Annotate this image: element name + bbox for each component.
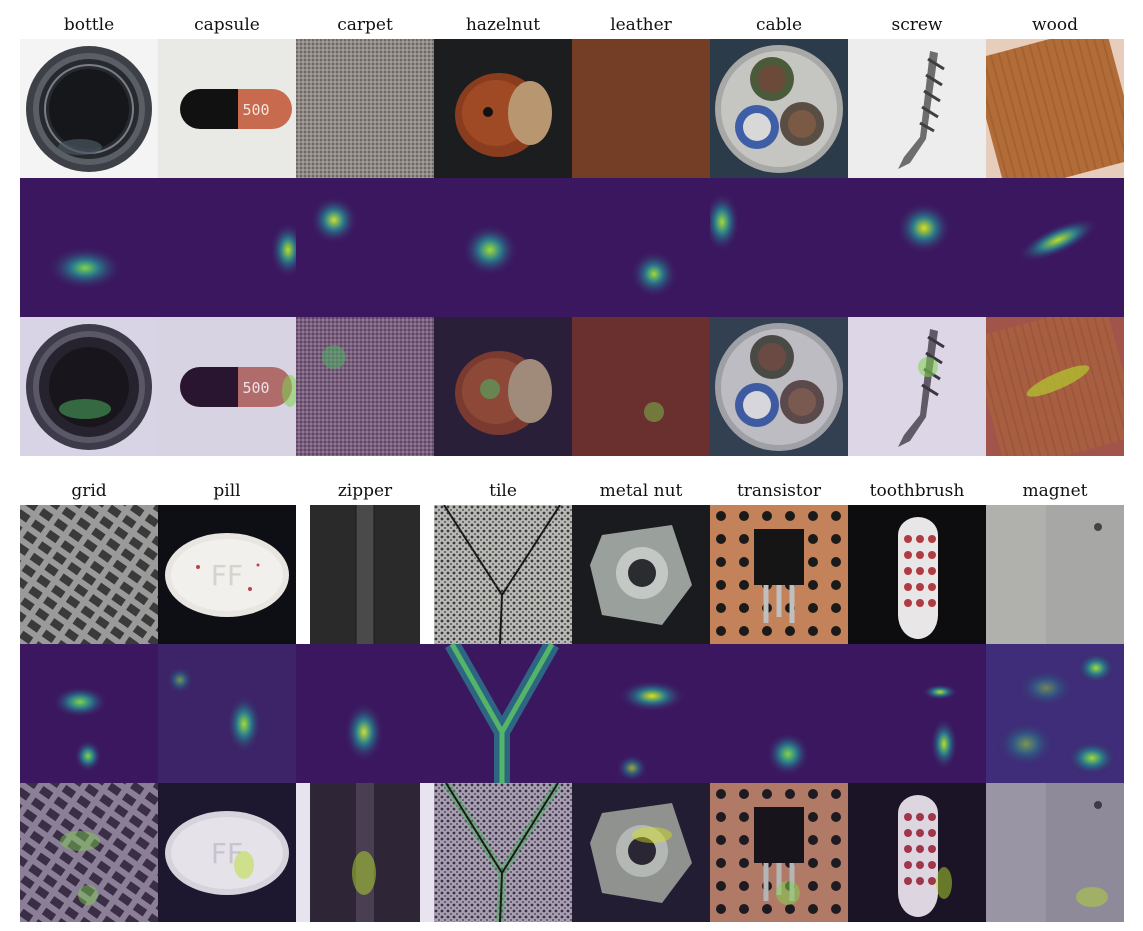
toothbrush-overlay — [848, 783, 986, 922]
input-row-top: 500 — [20, 39, 1124, 178]
label-tile: tile — [489, 481, 517, 501]
tile-heatmap — [434, 644, 572, 783]
grid-input-image — [20, 505, 158, 644]
zipper-heatmap — [296, 644, 434, 783]
hazelnut-input-image — [434, 39, 572, 178]
metal-nut-heatmap — [572, 644, 710, 783]
screw-input-image — [848, 39, 986, 178]
label-leather: leather — [610, 15, 672, 35]
cable-input-image — [710, 39, 848, 178]
label-toothbrush: toothbrush — [869, 481, 965, 501]
label-cable: cable — [755, 15, 803, 35]
label-hazelnut: hazelnut — [465, 15, 541, 35]
transistor-overlay — [710, 783, 848, 922]
pill-input-image: FF — [158, 505, 296, 644]
label-wood: wood — [1032, 15, 1078, 35]
hazelnut-heatmap — [434, 178, 572, 317]
magnet-overlay — [986, 783, 1124, 922]
pill-overlay: FF — [158, 783, 296, 922]
bottle-input-image — [20, 39, 158, 178]
overlay-row-top: 500 — [20, 317, 1124, 456]
overlay-row-bottom: FF — [20, 783, 1124, 922]
label-bottle: bottle — [63, 15, 115, 35]
capsule-input-image: 500 — [158, 39, 296, 178]
capsule-print: 500 — [242, 101, 269, 119]
pill-heatmap — [158, 644, 296, 783]
capsule-heatmap — [158, 178, 296, 317]
leather-input-image — [572, 39, 710, 178]
heatmap-row-top — [20, 178, 1124, 317]
transistor-input-image — [710, 505, 848, 644]
label-pill: pill — [213, 481, 241, 501]
capsule-overlay: 500 — [158, 317, 296, 456]
screw-heatmap — [848, 178, 986, 317]
toothbrush-input-image — [848, 505, 986, 644]
label-carpet: carpet — [337, 15, 393, 35]
magnet-heatmap — [986, 644, 1124, 783]
bottle-overlay — [20, 317, 158, 456]
label-capsule: capsule — [194, 15, 260, 35]
pill-print: FF — [211, 559, 243, 592]
metal-nut-overlay — [572, 783, 710, 922]
carpet-input-image — [296, 39, 434, 178]
column-labels-bottom: grid pill zipper tile metal nut transist… — [20, 478, 1124, 505]
label-grid: grid — [71, 481, 107, 501]
input-row-bottom: FF — [20, 505, 1124, 644]
tile-overlay — [434, 783, 572, 922]
label-screw: screw — [891, 15, 943, 35]
heatmap-row-bottom — [20, 644, 1124, 783]
label-metal-nut: metal nut — [599, 481, 683, 501]
capsule-overlay-print: 500 — [242, 379, 269, 397]
metal-nut-input-image — [572, 505, 710, 644]
leather-overlay — [572, 317, 710, 456]
carpet-heatmap — [296, 178, 434, 317]
grid-overlay — [20, 783, 158, 922]
leather-heatmap — [572, 178, 710, 317]
cable-heatmap — [710, 178, 848, 317]
tile-input-image — [434, 505, 572, 644]
column-labels-top: bottle capsule carpet hazelnut leather c… — [20, 12, 1124, 39]
grid-heatmap — [20, 644, 158, 783]
hazelnut-overlay — [434, 317, 572, 456]
wood-overlay — [986, 317, 1124, 456]
label-zipper: zipper — [337, 481, 393, 501]
cable-overlay — [710, 317, 848, 456]
carpet-overlay — [296, 317, 434, 456]
screw-overlay — [848, 317, 986, 456]
magnet-input-image — [986, 505, 1124, 644]
label-transistor: transistor — [736, 481, 822, 501]
figure-block-bottom: grid pill zipper tile metal nut transist… — [20, 478, 1124, 922]
zipper-input-image — [296, 505, 434, 644]
bottle-heatmap — [20, 178, 158, 317]
label-magnet: magnet — [1022, 481, 1088, 501]
toothbrush-heatmap — [848, 644, 986, 783]
zipper-overlay — [296, 783, 434, 922]
figure-block-top: bottle capsule carpet hazelnut leather c… — [20, 12, 1124, 456]
wood-heatmap — [986, 178, 1124, 317]
transistor-heatmap — [710, 644, 848, 783]
wood-input-image — [986, 39, 1124, 178]
